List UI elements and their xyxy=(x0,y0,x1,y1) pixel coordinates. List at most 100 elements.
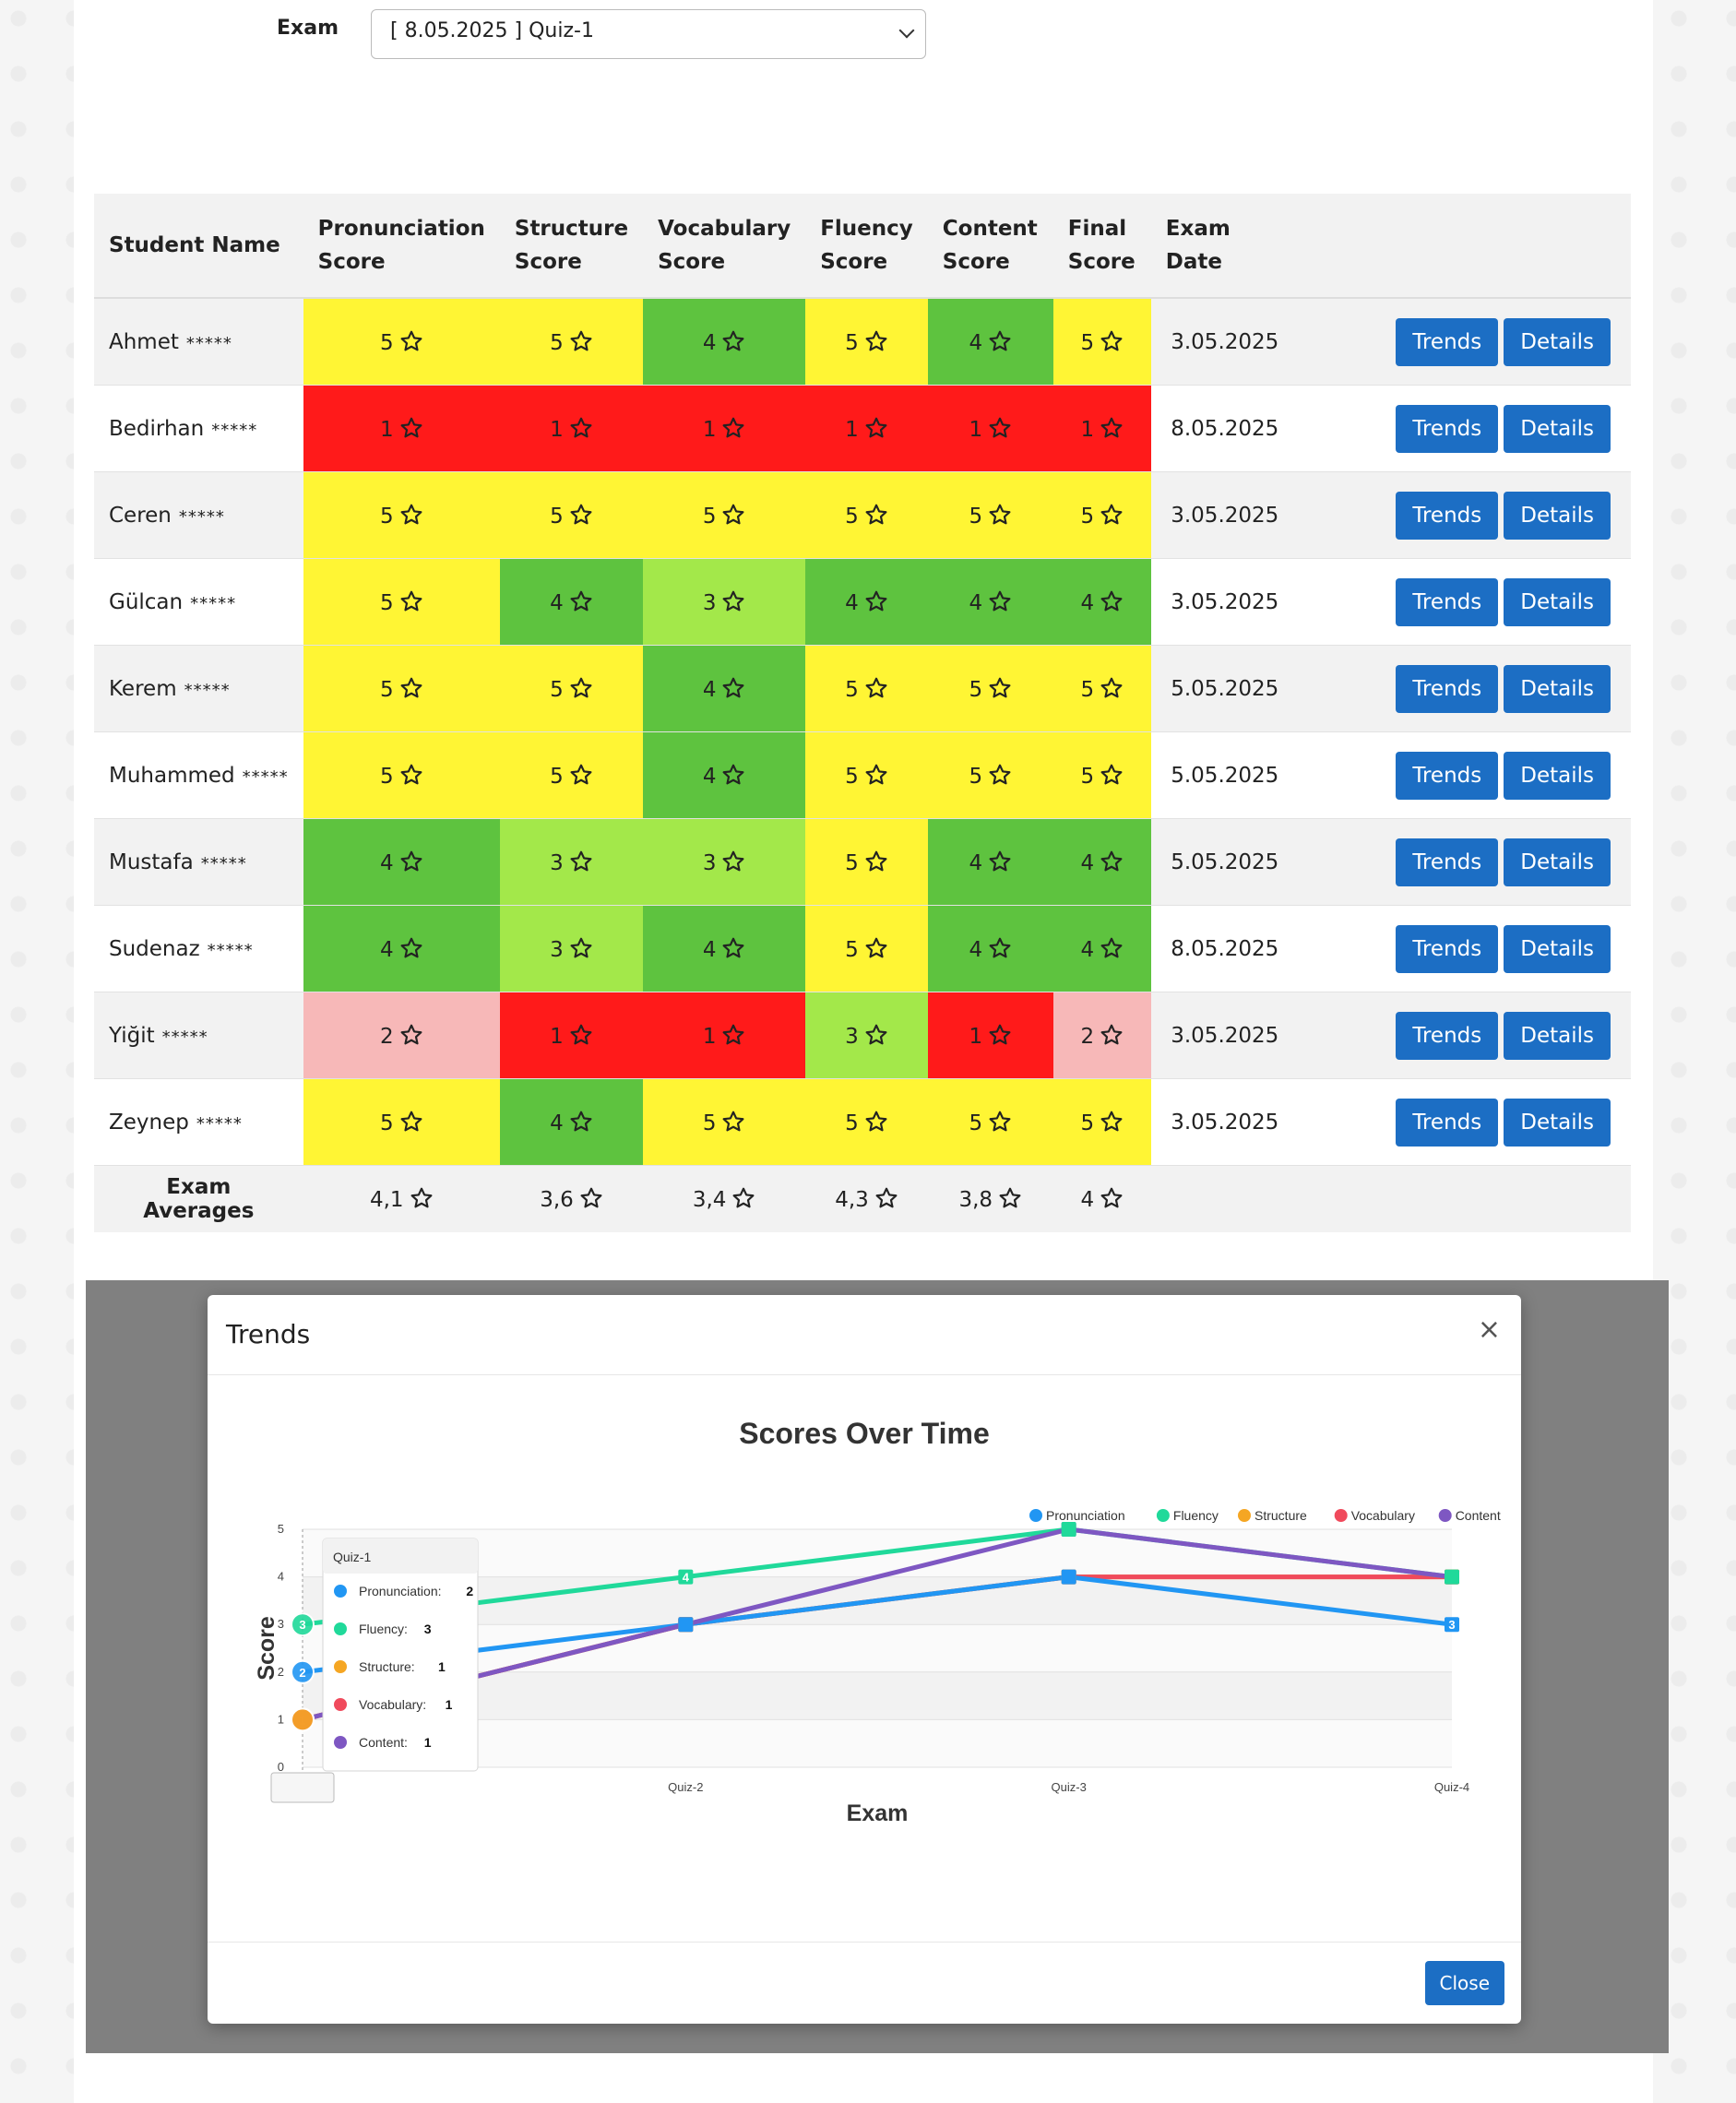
trends-button[interactable]: Trends xyxy=(1396,404,1499,453)
score-value: 4 xyxy=(969,850,983,875)
score-value: 5 xyxy=(379,504,394,529)
student-first-name: Mustafa xyxy=(109,850,194,874)
score-value: 5 xyxy=(379,764,394,789)
star-icon xyxy=(732,1187,755,1208)
score-value: 1 xyxy=(969,1024,983,1049)
table-row: Kerem ***** 5 5 4 5 5 5 5.05.2025 Trends Details xyxy=(94,645,1631,732)
row-actions: Trends Details xyxy=(1298,558,1631,646)
score-cell: 3 xyxy=(643,558,806,646)
data-label: 3 xyxy=(1448,1618,1455,1632)
trends-button[interactable]: Trends xyxy=(1396,1011,1499,1060)
score-cell: 4 xyxy=(499,1078,644,1166)
exam-date: 8.05.2025 xyxy=(1150,905,1299,992)
student-name: Bedirhan ***** xyxy=(94,385,303,472)
score-cell: 5 xyxy=(303,731,500,819)
table-row: Sudenaz ***** 4 3 4 5 4 4 8.05.2025 Trends Details xyxy=(94,905,1631,992)
score-cell: 4 xyxy=(927,818,1053,906)
score-value: 5 xyxy=(550,330,564,355)
score-cell: 4 xyxy=(805,558,928,646)
trends-button[interactable]: Trends xyxy=(1396,838,1499,886)
score-value: 1 xyxy=(1080,417,1095,442)
star-icon xyxy=(722,677,744,697)
legend-marker xyxy=(1334,1509,1348,1522)
row-actions: Trends Details xyxy=(1298,818,1631,906)
star-icon xyxy=(722,1111,744,1131)
tooltip-marker xyxy=(334,1585,347,1598)
x-tick-label: Quiz-2 xyxy=(668,1780,703,1794)
data-label: 4 xyxy=(683,1571,690,1585)
trends-button[interactable]: Trends xyxy=(1396,491,1499,540)
score-cell: 4 xyxy=(927,558,1053,646)
student-first-name: Yiğit xyxy=(109,1023,155,1048)
y-tick-label: 4 xyxy=(278,1570,284,1584)
exam-select[interactable]: [ 8.05.2025 ] Quiz-1 xyxy=(371,9,926,59)
tooltip-item-value: 1 xyxy=(438,1659,446,1674)
score-cell: 4 xyxy=(1052,558,1151,646)
score-value: 3 xyxy=(550,850,564,875)
row-actions: Trends Details xyxy=(1298,731,1631,819)
details-button[interactable]: Details xyxy=(1504,317,1611,366)
details-button[interactable]: Details xyxy=(1504,664,1611,713)
trends-button[interactable]: Trends xyxy=(1396,317,1499,366)
details-button[interactable]: Details xyxy=(1504,751,1611,800)
trends-button[interactable]: Trends xyxy=(1396,1098,1499,1147)
details-button[interactable]: Details xyxy=(1504,491,1611,540)
score-cell: 3 xyxy=(499,818,644,906)
exam-date: 5.05.2025 xyxy=(1150,818,1299,906)
student-first-name: Bedirhan xyxy=(109,416,205,441)
score-cell: 1 xyxy=(927,992,1053,1079)
student-surname-mask: ***** xyxy=(178,506,225,527)
average-value: 4,3 xyxy=(835,1188,869,1212)
star-icon xyxy=(989,330,1011,350)
score-cell: 4 xyxy=(927,297,1053,386)
table-row: Ahmet ***** 5 5 4 5 4 5 3.05.2025 Trends Details xyxy=(94,297,1631,386)
trends-button[interactable]: Trends xyxy=(1396,577,1499,626)
data-point xyxy=(1445,1617,1459,1633)
student-surname-mask: ***** xyxy=(184,680,231,700)
score-value: 1 xyxy=(702,417,717,442)
trends-modal: Trends × 0 1 2 3 4 5 Quiz-1 Quiz-2 Quiz-3 Quiz-4 S… xyxy=(208,1295,1521,2024)
row-actions: Trends Details xyxy=(1298,385,1631,472)
details-button[interactable]: Details xyxy=(1504,924,1611,973)
score-value: 5 xyxy=(379,330,394,355)
trends-button[interactable]: Trends xyxy=(1396,664,1499,713)
score-value: 5 xyxy=(550,764,564,789)
star-icon xyxy=(865,677,887,697)
details-button[interactable]: Details xyxy=(1504,404,1611,453)
trends-button[interactable]: Trends xyxy=(1396,751,1499,800)
table-row: Bedirhan ***** 1 1 1 1 1 1 8.05.2025 Trends Detail… xyxy=(94,385,1631,472)
star-icon xyxy=(570,1111,592,1131)
details-button[interactable]: Details xyxy=(1504,838,1611,886)
details-button[interactable]: Details xyxy=(1504,577,1611,626)
data-point xyxy=(678,1617,694,1633)
grid-band xyxy=(303,1671,1452,1720)
score-cell: 1 xyxy=(303,385,500,472)
star-icon xyxy=(989,850,1011,871)
star-icon xyxy=(1100,1111,1123,1131)
score-value: 5 xyxy=(702,1111,717,1135)
close-icon[interactable]: × xyxy=(1477,1313,1501,1346)
details-button[interactable]: Details xyxy=(1504,1098,1611,1147)
student-name: Ahmet ***** xyxy=(94,297,303,386)
score-cell: 5 xyxy=(805,645,928,732)
data-point xyxy=(291,1707,315,1732)
star-icon xyxy=(570,1024,592,1044)
trends-button[interactable]: Trends xyxy=(1396,924,1499,973)
star-icon xyxy=(1100,850,1123,871)
star-icon xyxy=(400,330,422,350)
close-button[interactable]: Close xyxy=(1424,1961,1504,2005)
score-value: 4 xyxy=(702,937,717,962)
scores-chart: 0 1 2 3 4 5 Quiz-1 Quiz-2 Quiz-3 Quiz-4 Scores Ove… xyxy=(254,1417,1501,1826)
score-value: 5 xyxy=(379,1111,394,1135)
star-icon xyxy=(400,764,422,784)
legend-marker xyxy=(1238,1509,1251,1522)
score-value: 4 xyxy=(969,937,983,962)
averages-row: Exam Averages 4,1 3,6 3,4 4,3 3,8 4 xyxy=(94,1165,1631,1232)
score-value: 5 xyxy=(379,677,394,702)
tooltip-marker xyxy=(334,1698,347,1711)
star-icon xyxy=(989,764,1011,784)
score-cell: 5 xyxy=(303,471,500,559)
score-value: 4 xyxy=(1080,590,1095,615)
score-value: 3 xyxy=(550,937,564,962)
details-button[interactable]: Details xyxy=(1504,1011,1611,1060)
